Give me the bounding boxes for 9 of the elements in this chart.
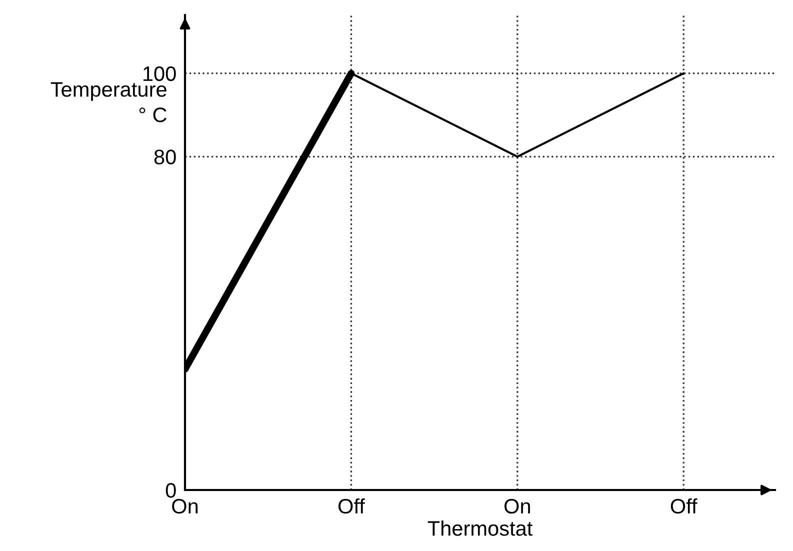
x-tick-label: Off xyxy=(670,498,698,514)
x-tick-label: On xyxy=(172,498,198,514)
x-tick-label: Off xyxy=(338,498,365,514)
x-axis-title: Thermostat xyxy=(428,520,533,536)
y-tick-label: 80 xyxy=(154,150,176,164)
y-axis-title: Temperature ° C xyxy=(50,82,167,122)
x-tick-label: On xyxy=(504,498,530,514)
y-tick-label: 100 xyxy=(144,66,176,82)
y-tick-label: 0 xyxy=(166,483,176,498)
